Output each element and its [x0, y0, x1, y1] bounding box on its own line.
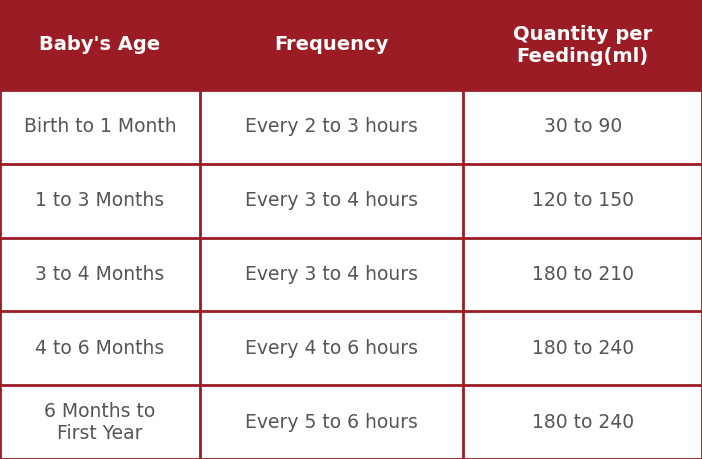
Text: Every 2 to 3 hours: Every 2 to 3 hours [245, 118, 418, 136]
Text: Every 4 to 6 hours: Every 4 to 6 hours [245, 339, 418, 358]
Bar [0, 0, 200, 90]
Bar [0, 90, 200, 164]
Text: 3 to 4 Months: 3 to 4 Months [35, 265, 165, 284]
Bar [0, 311, 200, 385]
Bar [0, 238, 200, 311]
Bar [463, 164, 702, 238]
Bar [200, 238, 463, 311]
Bar [200, 311, 463, 385]
Bar [463, 311, 702, 385]
Bar [463, 0, 702, 90]
Text: 30 to 90: 30 to 90 [543, 118, 622, 136]
Text: 4 to 6 Months: 4 to 6 Months [35, 339, 165, 358]
Text: 180 to 240: 180 to 240 [531, 413, 634, 431]
Text: 6 Months to
First Year: 6 Months to First Year [44, 402, 156, 442]
Bar [463, 238, 702, 311]
Text: Birth to 1 Month: Birth to 1 Month [24, 118, 176, 136]
Bar [200, 0, 463, 90]
Bar [0, 385, 200, 459]
Bar [463, 90, 702, 164]
Text: 1 to 3 Months: 1 to 3 Months [36, 191, 164, 210]
Bar [200, 164, 463, 238]
Bar [200, 90, 463, 164]
Text: 180 to 210: 180 to 210 [531, 265, 634, 284]
Text: Every 3 to 4 hours: Every 3 to 4 hours [245, 191, 418, 210]
Text: Every 3 to 4 hours: Every 3 to 4 hours [245, 265, 418, 284]
Bar [0, 164, 200, 238]
Text: 120 to 150: 120 to 150 [531, 191, 634, 210]
Text: 180 to 240: 180 to 240 [531, 339, 634, 358]
Text: Every 5 to 6 hours: Every 5 to 6 hours [245, 413, 418, 431]
Text: Frequency: Frequency [274, 35, 389, 55]
Bar [463, 385, 702, 459]
Text: Quantity per
Feeding(ml): Quantity per Feeding(ml) [513, 24, 652, 66]
Bar [200, 385, 463, 459]
Text: Baby's Age: Baby's Age [39, 35, 161, 55]
